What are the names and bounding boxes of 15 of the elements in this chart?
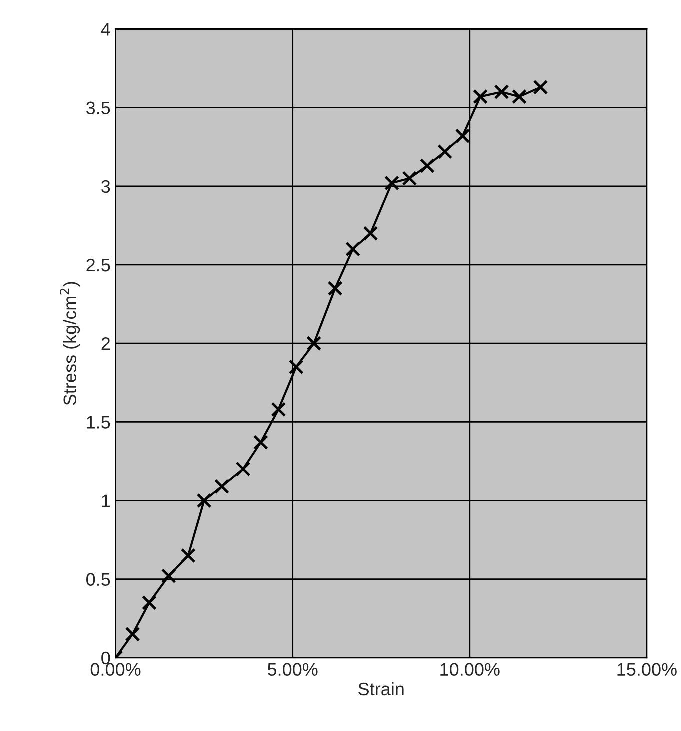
y-tick-label: 4 (101, 23, 110, 36)
y-axis-title: Stress (kg/cm$^{2}$) (60, 282, 80, 406)
y-tick-label: 3 (102, 180, 110, 194)
y-tick-label: 0.5 (86, 573, 110, 586)
x-tick-label: 10.00% (440, 663, 500, 676)
y-tick-label: 2.5 (86, 258, 110, 272)
y-tick-label: 3.5 (86, 102, 110, 115)
y-tick-label: 1.5 (87, 416, 110, 429)
x-tick-label: 5.00% (268, 663, 318, 676)
x-tick-label: 0.00% (90, 663, 141, 676)
y-tick-label: 1 (102, 494, 110, 508)
y-tick-label: 2 (102, 338, 110, 350)
x-axis-title: Strain (358, 682, 404, 696)
y-tick-label: 0 (102, 652, 110, 665)
x-tick-label: 15.00% (618, 663, 677, 676)
